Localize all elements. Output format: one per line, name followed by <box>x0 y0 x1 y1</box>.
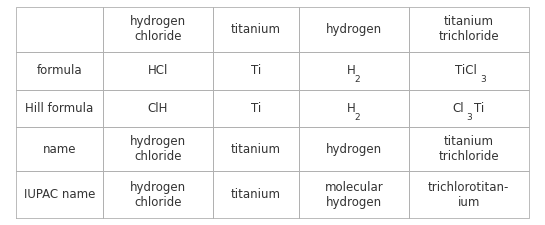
Text: Cl: Cl <box>453 102 464 115</box>
Text: H: H <box>347 64 355 77</box>
Text: molecular
hydrogen: molecular hydrogen <box>325 181 383 209</box>
Text: ClH: ClH <box>148 102 168 115</box>
Text: trichlorotitan-
ium: trichlorotitan- ium <box>428 181 510 209</box>
Text: titanium: titanium <box>231 188 281 201</box>
Text: Ti: Ti <box>251 102 261 115</box>
Text: 3: 3 <box>481 75 486 84</box>
Text: Ti: Ti <box>474 102 484 115</box>
Text: 2: 2 <box>355 113 360 122</box>
Text: 3: 3 <box>466 113 471 122</box>
Text: IUPAC name: IUPAC name <box>24 188 95 201</box>
Text: name: name <box>43 143 76 156</box>
Text: hydrogen: hydrogen <box>326 143 382 156</box>
Text: titanium
trichloride: titanium trichloride <box>439 15 499 43</box>
Text: H: H <box>347 102 355 115</box>
Text: TiCl: TiCl <box>455 64 477 77</box>
Text: titanium
trichloride: titanium trichloride <box>439 135 499 163</box>
Text: HCl: HCl <box>148 64 168 77</box>
Text: 2: 2 <box>355 75 360 84</box>
Text: formula: formula <box>37 64 82 77</box>
Text: Hill formula: Hill formula <box>26 102 94 115</box>
Text: hydrogen
chloride: hydrogen chloride <box>130 181 186 209</box>
Text: Ti: Ti <box>251 64 261 77</box>
Text: titanium: titanium <box>231 23 281 36</box>
Text: titanium: titanium <box>231 143 281 156</box>
Text: hydrogen
chloride: hydrogen chloride <box>130 15 186 43</box>
Text: hydrogen: hydrogen <box>326 23 382 36</box>
Text: hydrogen
chloride: hydrogen chloride <box>130 135 186 163</box>
